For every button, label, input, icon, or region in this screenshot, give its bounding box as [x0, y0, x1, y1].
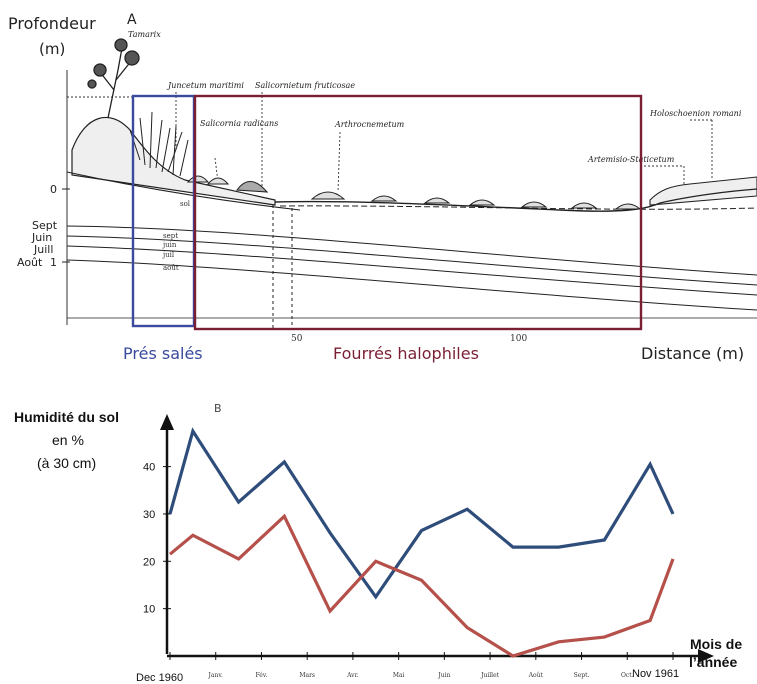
zone-pres-sales-box [131, 94, 196, 328]
distance-tick-100: 100 [510, 334, 527, 344]
shrub-5 [423, 197, 451, 204]
y-ticks: 10 20 30 40 [143, 462, 171, 616]
x-tick-label: Mai [393, 672, 405, 679]
y-tick-label: 10 [143, 604, 155, 616]
x-tick-label: Janv. [208, 672, 224, 679]
panel-b-letter: B [214, 402, 222, 415]
shrub-4 [370, 195, 398, 202]
right-slope [649, 176, 757, 206]
zone-fourres-box [193, 94, 643, 331]
depth-tick-juin: Juin [31, 231, 52, 244]
label-leaders [67, 92, 713, 193]
label-artemisio: Artemisio-Staticetum [587, 155, 675, 164]
level-label-aout: août [163, 264, 179, 272]
soil-level-dashed [279, 205, 757, 210]
x-axis-title-line2: l’année [689, 654, 737, 670]
y-axis-arrow-icon [160, 414, 174, 430]
section-lines [66, 171, 757, 319]
y-tick-label: 40 [143, 462, 155, 474]
moisture-axis-title-line2: en % [52, 432, 84, 448]
panel-a: Profondeur (m) A Tamarix Juncetum mariti… [8, 12, 757, 363]
zone-label-pres-sales: Prés salés [123, 344, 203, 363]
depth-tick-aout: Août [17, 256, 43, 269]
x-tick-label: Juillet [480, 672, 500, 679]
shrub-1 [186, 175, 210, 183]
leader-arthrocnemetum [337, 131, 341, 193]
depth-tick-juill: Juill [33, 243, 53, 256]
vertical-markers [272, 205, 293, 330]
x-tick-label: Sept. [574, 672, 590, 679]
x-tick-label: Avr. [346, 672, 359, 679]
label-holoschoenion: Holoschoenion romani [649, 109, 742, 118]
series-lines [168, 427, 675, 658]
depth-tick-sept: Sept [32, 219, 58, 232]
y-tick-label: 20 [143, 556, 155, 568]
x-ticks: Janv. Fév. Mars Avr. Mai Juin Juillet Août Sept.… [169, 652, 674, 679]
level-labels: sol sept juin juil août [162, 200, 191, 272]
level-label-sept: sept [163, 232, 178, 240]
label-tamarix: Tamarix [128, 30, 161, 39]
label-salicornietum: Salicornietum fruticosae [255, 81, 355, 90]
ground-surface [274, 200, 661, 212]
x-tick-label: Juin [437, 672, 450, 679]
shrub-3 [310, 191, 346, 200]
level-label-juil: juil [162, 251, 175, 259]
x-end-label: Nov 1961 [632, 668, 679, 680]
shrub-8 [570, 202, 598, 209]
series-line-2 [168, 513, 675, 658]
depth-tick-0: 0 [50, 183, 57, 196]
level-label-sol: sol [180, 200, 191, 208]
x-tick-label: Mars [299, 672, 315, 679]
label-arthrocnemetum: Arthrocnemetum [334, 120, 405, 129]
x-tick-label: Août [528, 672, 544, 679]
distance-tick-50: 50 [291, 334, 303, 344]
ground-surface-right [659, 188, 757, 204]
depth-ticks: 0 Sept Juin Juill Août 1 [17, 183, 58, 269]
panel-b: Humidité du sol en % (à 30 cm) B 10 20 30 4… [14, 402, 742, 684]
x-tick-label: Oct. [621, 672, 634, 679]
level-label-juin: juin [162, 241, 177, 249]
shrub-2 [206, 177, 230, 185]
water-table-juin [66, 235, 757, 286]
x-axis-arrow-icon [698, 649, 714, 663]
water-table-juil [66, 245, 757, 296]
depth-axis-title-line1: Profondeur [8, 14, 96, 33]
y-tick-label: 30 [143, 509, 155, 521]
distance-axis-title: Distance (m) [641, 344, 744, 363]
depth-tick-1: 1 [50, 256, 57, 269]
moisture-axis-title-line1: Humidité du sol [14, 409, 119, 425]
x-tick-label: Fév. [255, 672, 267, 679]
x-axis-title-line1: Mois de [690, 636, 742, 652]
shrub-salicornia [236, 181, 269, 193]
shrub-9 [614, 203, 642, 210]
x-start-label: Dec 1960 [136, 672, 183, 684]
tamarix-tree-icon [87, 38, 140, 119]
panel-a-letter: A [127, 12, 137, 28]
shrub-humps [186, 175, 642, 210]
series-line-1 [168, 427, 675, 600]
label-salicornia: Salicornia radicans [200, 119, 278, 128]
water-table-sept [66, 225, 757, 276]
water-table-aout [66, 259, 757, 311]
depth-axis-title-line2: (m) [39, 40, 65, 58]
label-juncetum: Juncetum maritimi [166, 81, 244, 90]
shrub-6 [468, 199, 496, 206]
zone-label-fourres: Fourrés halophiles [333, 344, 479, 363]
moisture-axis-title-line3: (à 30 cm) [37, 455, 96, 471]
depth-tick-marks [62, 188, 70, 263]
shrub-7 [520, 201, 548, 208]
juncus-reeds-icon [129, 111, 189, 177]
